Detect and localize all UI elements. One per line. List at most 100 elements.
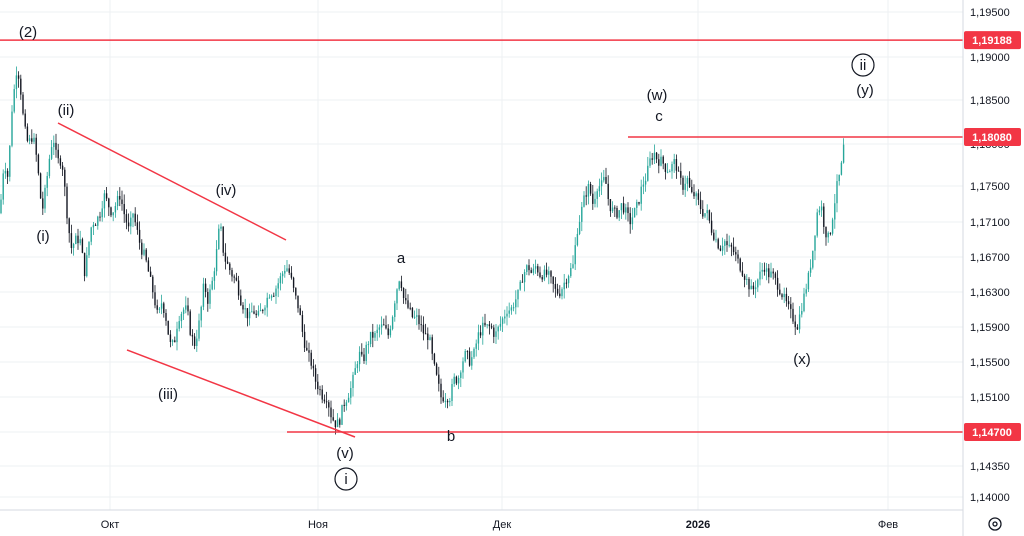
candle-body [818, 210, 821, 213]
x-tick-label: Ноя [308, 519, 328, 531]
candle-body [156, 305, 158, 310]
candle-body [405, 298, 407, 301]
candle-body [176, 328, 178, 343]
candle-body [103, 193, 106, 209]
wave-label: i [344, 471, 347, 488]
candle-body [295, 287, 297, 296]
candle-body [44, 187, 46, 209]
candle-body [677, 170, 680, 172]
price-tag [964, 127, 1021, 146]
candle-body [222, 226, 224, 253]
wave-label: (2) [19, 24, 37, 41]
chart-settings-button[interactable] [988, 517, 1002, 531]
candle-body [383, 324, 385, 326]
candle-body [735, 252, 737, 255]
candle-body [255, 313, 257, 316]
candle-body [785, 293, 788, 302]
candle-body [279, 276, 282, 284]
candle-body [805, 289, 807, 294]
candle-body [402, 287, 405, 299]
candle-body [504, 316, 506, 319]
candle-body [695, 193, 697, 197]
candle-body [244, 308, 246, 310]
candle-body [537, 266, 539, 273]
candle-body [86, 255, 88, 277]
candle-body [193, 336, 196, 346]
candle-body [431, 337, 433, 354]
candle-body [836, 181, 838, 204]
candle-body [633, 207, 636, 218]
candle-body [55, 142, 57, 150]
candle-body [277, 283, 279, 289]
x-tick-label: 2026 [686, 519, 710, 531]
candle-body [231, 270, 233, 277]
candle-body [629, 213, 631, 225]
candle-body [774, 273, 777, 278]
candle-body [721, 245, 724, 251]
candle-body [451, 384, 453, 401]
candle-body [400, 281, 403, 288]
candle-body [416, 315, 418, 317]
candle-body [37, 154, 40, 174]
candle-body [220, 226, 222, 229]
candle-body [407, 300, 409, 308]
candle-body [618, 210, 620, 218]
wave-label: (x) [793, 351, 811, 368]
candle-body [48, 158, 51, 176]
candle-body [424, 333, 427, 335]
candle-body [517, 289, 519, 300]
candle-body [213, 271, 216, 281]
candle-body [396, 289, 398, 304]
channel-lower-line[interactable] [126, 349, 356, 438]
y-tick-label: 1,15500 [970, 357, 1010, 369]
candle-body [790, 304, 792, 309]
y-tick-label: 1,17100 [970, 217, 1010, 229]
time-scale[interactable]: Окт Ноя Дек 2026 Фев [101, 519, 899, 531]
candle-body [253, 311, 255, 314]
channel-upper-line[interactable] [57, 122, 287, 241]
candle-body [825, 226, 827, 238]
candle-body [827, 232, 829, 238]
candle-body [235, 277, 238, 281]
wave-label: (v) [336, 445, 354, 462]
candle-body [53, 142, 55, 148]
candle-body [526, 265, 528, 273]
candle-body [288, 268, 290, 273]
candle-body [640, 186, 642, 204]
candle-body [682, 177, 684, 190]
candle-body [380, 324, 383, 328]
candle-body [479, 332, 482, 336]
candle-body [724, 241, 726, 246]
candle-body [369, 331, 372, 345]
y-tick-label: 1,19500 [970, 7, 1010, 19]
candle-body [831, 219, 834, 234]
candle-body [649, 158, 651, 166]
candle-body [352, 374, 354, 389]
wave-label: (ii) [58, 102, 75, 119]
candle-body [312, 365, 315, 369]
candle-body [224, 252, 227, 262]
candle-body [473, 348, 475, 358]
candle-body [147, 260, 150, 272]
candle-body [35, 137, 37, 155]
candle-body [636, 201, 638, 208]
candle-body [587, 183, 590, 197]
candle-body [88, 241, 90, 256]
candle-body [741, 270, 744, 276]
candle-body [350, 388, 352, 398]
candle-body [620, 203, 623, 211]
candle-body [130, 217, 132, 227]
candle-body [72, 244, 75, 249]
candle-body [787, 301, 790, 305]
wave-label: (iii) [158, 386, 178, 403]
candle-body [669, 171, 671, 173]
candle-body [20, 78, 22, 95]
candle-body [167, 320, 169, 335]
candle-body [187, 305, 189, 312]
candle-body [752, 285, 755, 290]
candle-body [290, 272, 293, 278]
candle-body [17, 75, 20, 79]
candle-body [691, 186, 693, 193]
candle-body [246, 308, 249, 319]
